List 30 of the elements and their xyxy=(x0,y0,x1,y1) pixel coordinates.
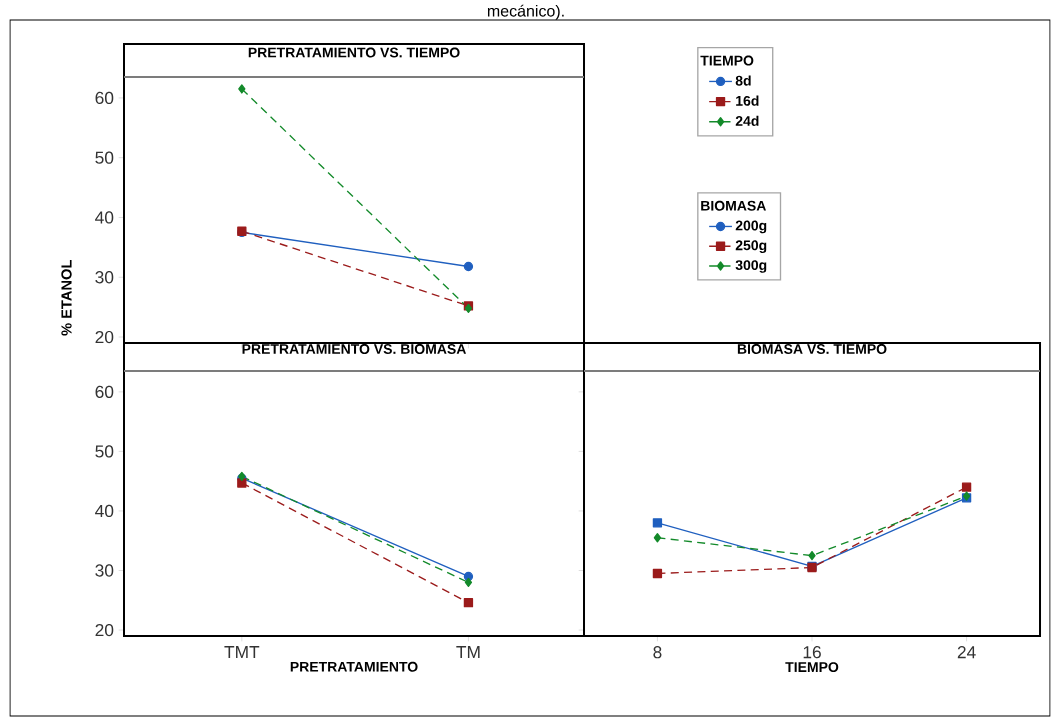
text: mecánico). xyxy=(487,4,564,20)
legend-title: TIEMPO xyxy=(700,55,754,66)
y-tick-label: 20 xyxy=(95,330,114,344)
y-axis-title: % ETANOL xyxy=(61,260,72,336)
x-tick-label: TM xyxy=(456,646,480,658)
y-tick-label: 60 xyxy=(95,91,114,105)
y-tick-label: 30 xyxy=(95,271,114,284)
chart-title: PRETRATAMIENTO VS. TIEMPO xyxy=(248,47,460,58)
legend-label: 200g xyxy=(735,220,767,234)
x-tick-label: TMT xyxy=(224,646,260,658)
y-tick-label: 40 xyxy=(95,211,114,224)
legend-label: 8d xyxy=(735,75,751,86)
legend-label: 300g xyxy=(735,260,767,273)
legend-title: BIOMASA xyxy=(701,200,766,211)
x-tick-label: 24 xyxy=(957,646,976,659)
y-tick-label: 20 xyxy=(95,623,114,637)
chart-title: PRETRATAMIENTO VS. BIOMASA xyxy=(242,344,467,354)
legend-label: 16d xyxy=(736,95,759,106)
x-axis-title: PRETRATAMIENTO xyxy=(290,661,418,672)
x-tick-label: 16 xyxy=(803,646,821,659)
y-tick-label: 40 xyxy=(95,504,114,518)
y-tick-label: 50 xyxy=(95,445,114,458)
legend-label: 24d xyxy=(735,115,759,126)
y-tick-label: 60 xyxy=(95,385,114,398)
x-tick-label: 8 xyxy=(653,646,662,659)
legend-label: 250g xyxy=(735,240,767,254)
y-tick-label: 50 xyxy=(95,151,114,164)
y-tick-label: 30 xyxy=(95,564,114,577)
x-axis-title: TIEMPO xyxy=(785,662,839,673)
chart-title: BIOMASA VS. TIEMPO xyxy=(737,344,887,354)
